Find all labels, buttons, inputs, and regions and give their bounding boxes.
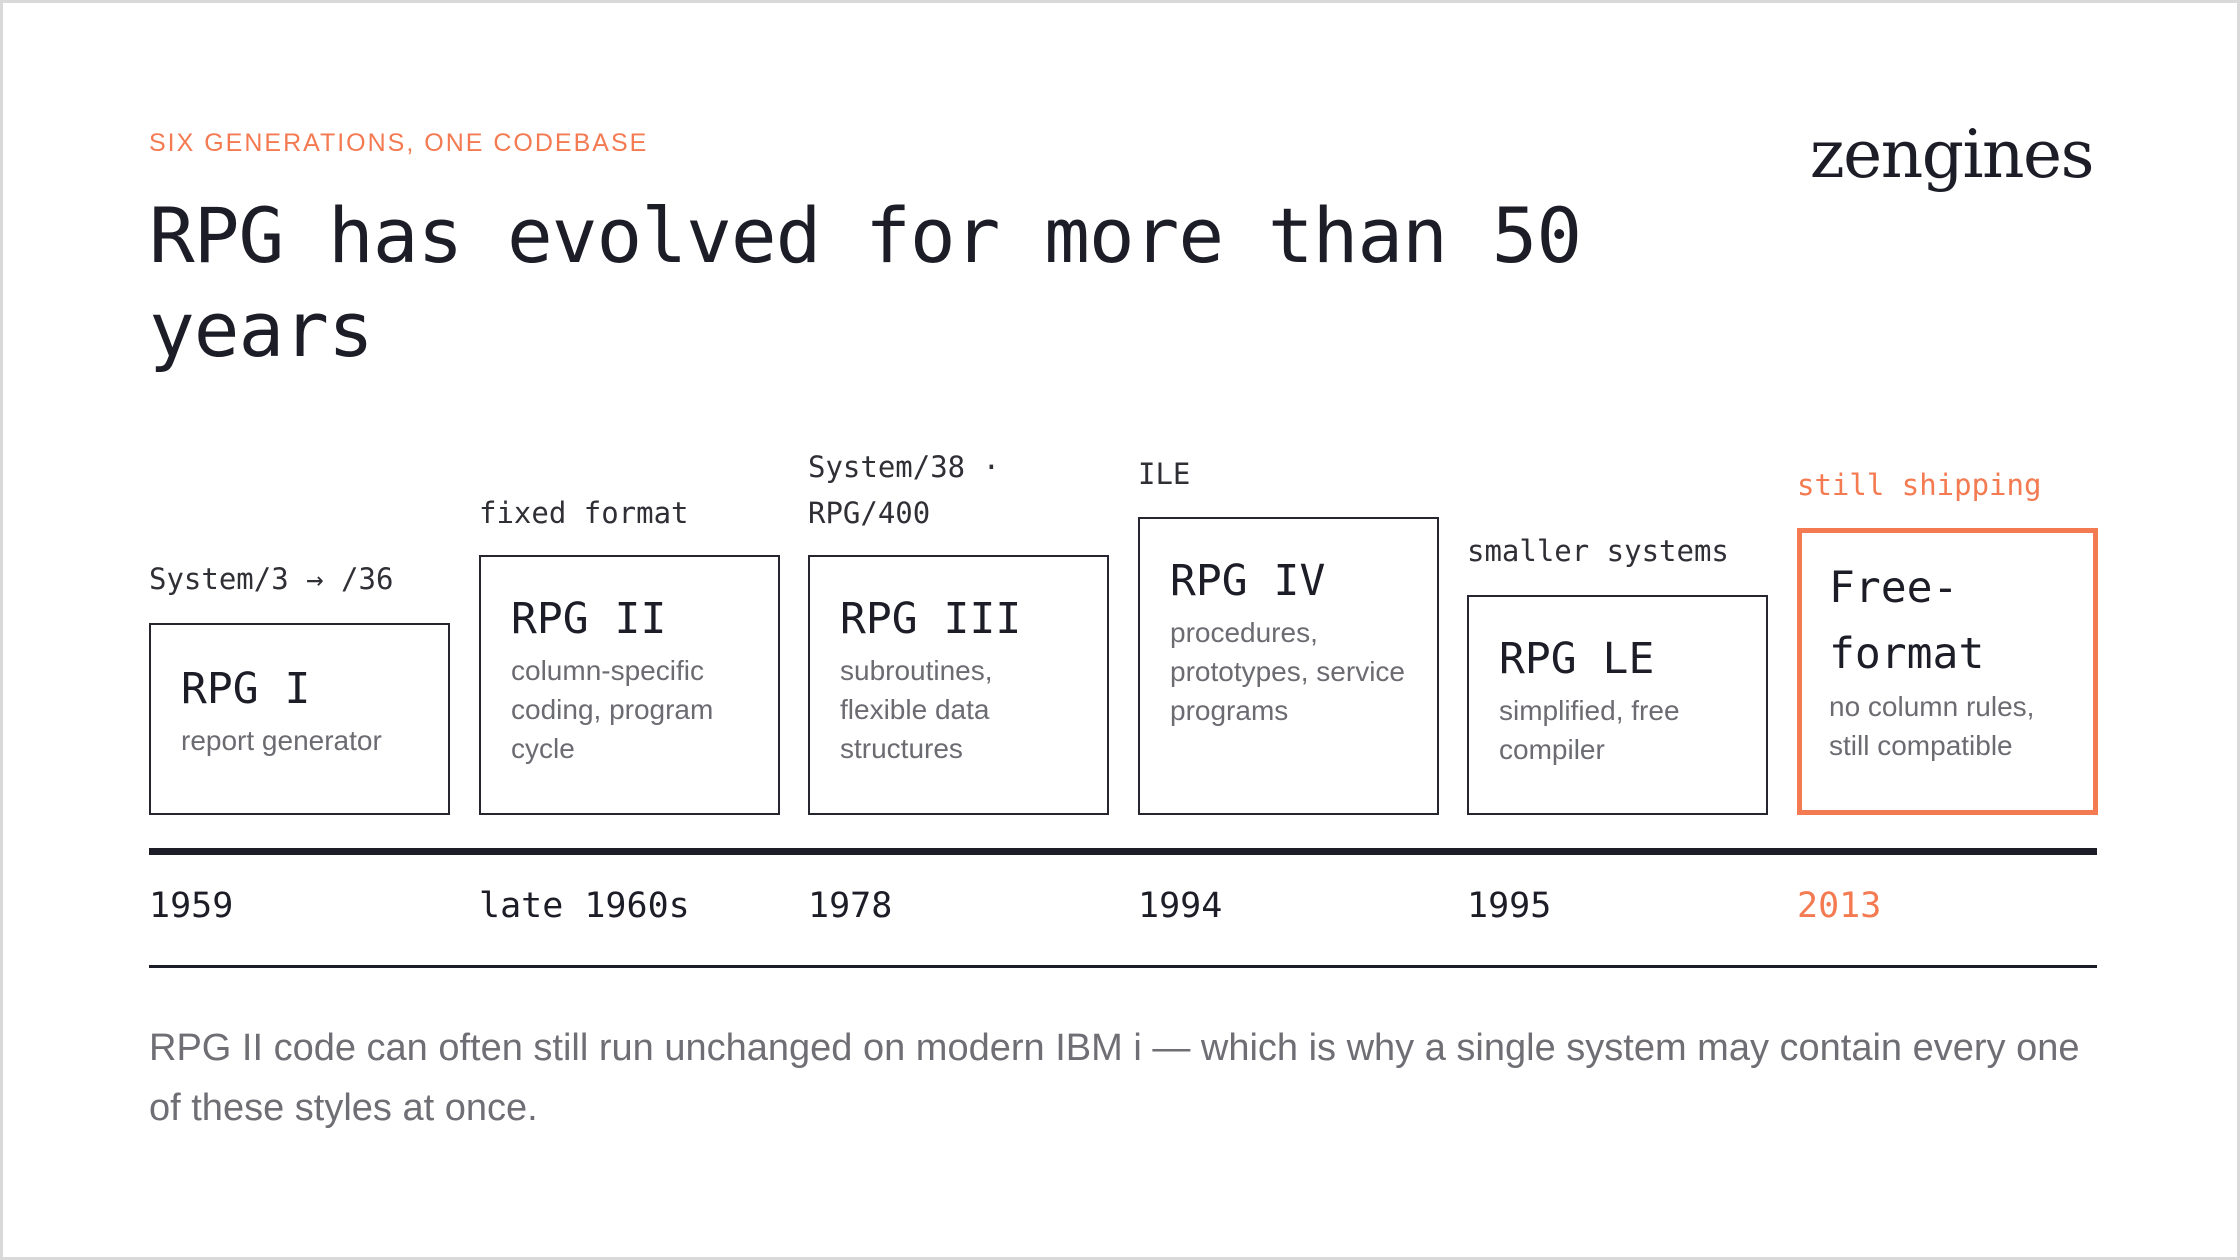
stage-card: RPG II column-specific coding, program c… xyxy=(479,555,780,815)
timeline-axis xyxy=(149,848,2097,855)
stage-card-highlighted: Free-format no column rules, still compa… xyxy=(1797,528,2098,815)
zengines-logo: zengines xyxy=(1809,116,2095,193)
stage-caption: still shipping xyxy=(1797,468,2042,502)
stage-caption: ILE xyxy=(1138,457,1191,491)
eyebrow-label: SIX GENERATIONS, ONE CODEBASE xyxy=(149,129,649,157)
stage-name: RPG II xyxy=(511,594,667,644)
stage-description: no column rules, still compatible xyxy=(1829,691,2035,761)
stage-caption: System/38 · RPG/400 xyxy=(808,450,1001,530)
stage-caption: smaller systems xyxy=(1467,534,1729,568)
stage-description: column-specific coding, program cycle xyxy=(511,655,714,764)
stage-name: RPG IV xyxy=(1170,556,1326,606)
page-title: RPG has evolved for more than 50 years xyxy=(149,191,1582,374)
stage-description: subroutines, flexible data structures xyxy=(840,655,993,764)
stage-card: RPG I report generator xyxy=(149,623,450,815)
divider xyxy=(149,965,2097,968)
stage-caption: System/3 → /36 xyxy=(149,562,394,596)
footnote: RPG II code can often still run unchange… xyxy=(149,1027,2080,1129)
year-label: 1959 xyxy=(149,886,234,926)
year-label-highlighted: 2013 xyxy=(1797,886,1882,926)
stage-name: RPG I xyxy=(181,664,311,714)
stage-name: Free-format xyxy=(1829,563,1985,679)
stage-description: report generator xyxy=(181,725,382,756)
year-label: late 1960s xyxy=(479,886,690,926)
stage-description: procedures, prototypes, service programs xyxy=(1170,617,1405,726)
stage-card: RPG IV procedures, prototypes, service p… xyxy=(1138,517,1439,815)
stage-name: RPG LE xyxy=(1499,634,1655,684)
year-label: 1995 xyxy=(1467,886,1552,926)
year-label: 1978 xyxy=(808,886,893,926)
stage-caption: fixed format xyxy=(479,496,689,530)
stage-card: RPG III subroutines, flexible data struc… xyxy=(808,555,1109,815)
stage-description: simplified, free compiler xyxy=(1499,695,1680,765)
stage-card: RPG LE simplified, free compiler xyxy=(1467,595,1768,815)
year-label: 1994 xyxy=(1138,886,1223,926)
rpg-timeline: System/3 → /36 RPG I report generator fi… xyxy=(149,3,2098,1260)
stage-name: RPG III xyxy=(840,594,1022,644)
